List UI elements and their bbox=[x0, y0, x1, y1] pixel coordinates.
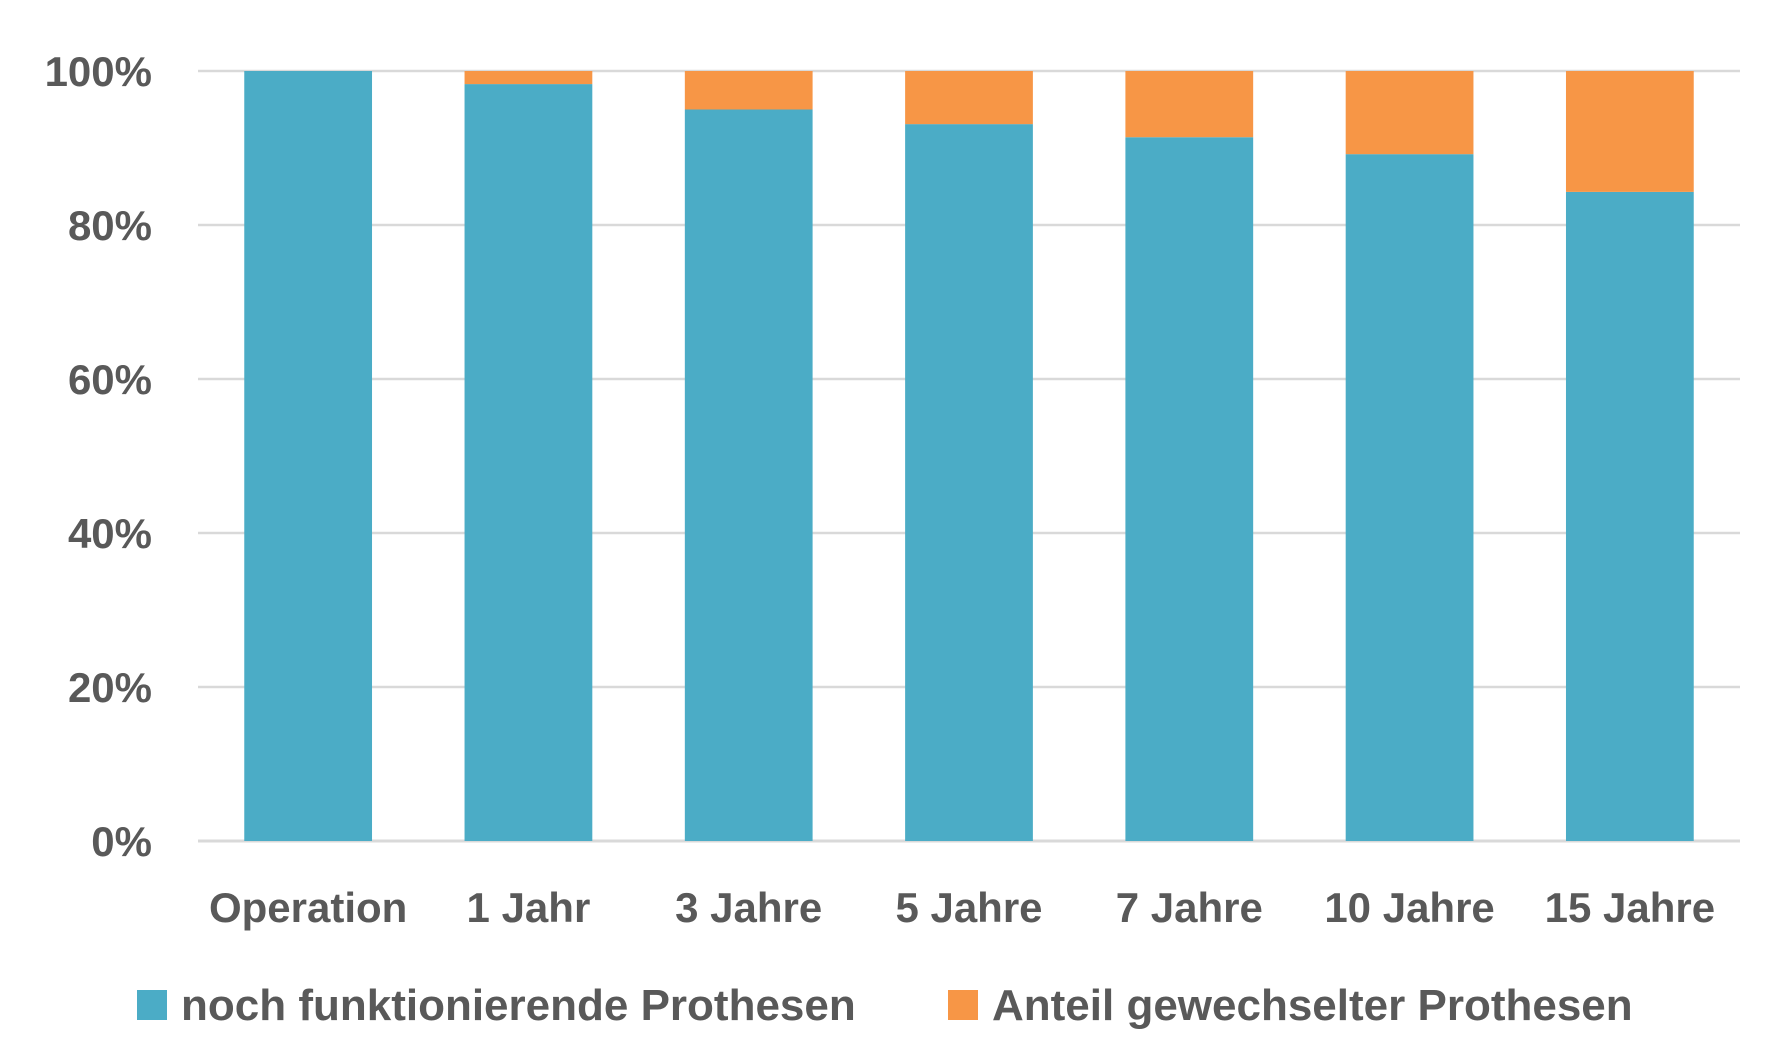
bar-segment-functioning bbox=[684, 109, 813, 841]
bar-segment-replaced bbox=[1345, 71, 1474, 155]
legend-label: Anteil gewechselter Prothesen bbox=[992, 981, 1633, 1030]
y-tick-label: 60% bbox=[68, 356, 152, 403]
bar-segment-replaced bbox=[464, 71, 593, 85]
bar-segment-functioning bbox=[464, 84, 593, 842]
bar-segment-functioning bbox=[244, 71, 373, 841]
bar-segment-replaced bbox=[1125, 71, 1254, 138]
x-axis-category-labels: Operation 1 Jahr 3 Jahre 5 Jahre 7 Jahre 10 J… bbox=[209, 884, 1715, 931]
x-category-label: Operation bbox=[209, 884, 407, 931]
bar-segment-functioning bbox=[1125, 137, 1254, 842]
bar-segment-replaced bbox=[1565, 71, 1694, 192]
y-tick-label: 100% bbox=[45, 48, 152, 95]
bars bbox=[244, 71, 1694, 842]
bar-segment-replaced bbox=[905, 71, 1033, 125]
y-tick-label: 0% bbox=[91, 818, 152, 865]
legend-label: noch funktionierende Prothesen bbox=[181, 981, 856, 1030]
bar-segment-functioning bbox=[1345, 154, 1474, 841]
bar-segment-functioning bbox=[905, 124, 1033, 841]
bar-segment-replaced bbox=[684, 71, 813, 110]
legend-swatch bbox=[948, 990, 978, 1020]
x-category-label: 7 Jahre bbox=[1116, 884, 1263, 931]
y-tick-label: 80% bbox=[68, 202, 152, 249]
x-category-label: 15 Jahre bbox=[1545, 884, 1715, 931]
x-category-label: 1 Jahr bbox=[467, 884, 591, 931]
y-tick-label: 20% bbox=[68, 664, 152, 711]
y-tick-label: 40% bbox=[68, 510, 152, 557]
legend: noch funktionierende Prothesen Anteil gew… bbox=[137, 981, 1633, 1030]
x-category-label: 5 Jahre bbox=[895, 884, 1042, 931]
x-category-label: 3 Jahre bbox=[675, 884, 822, 931]
y-axis-tick-labels: 0% 20% 40% 60% 80% 100% bbox=[45, 48, 152, 865]
bar-segment-functioning bbox=[1565, 191, 1694, 841]
legend-swatch bbox=[137, 990, 167, 1020]
x-category-label: 10 Jahre bbox=[1324, 884, 1494, 931]
